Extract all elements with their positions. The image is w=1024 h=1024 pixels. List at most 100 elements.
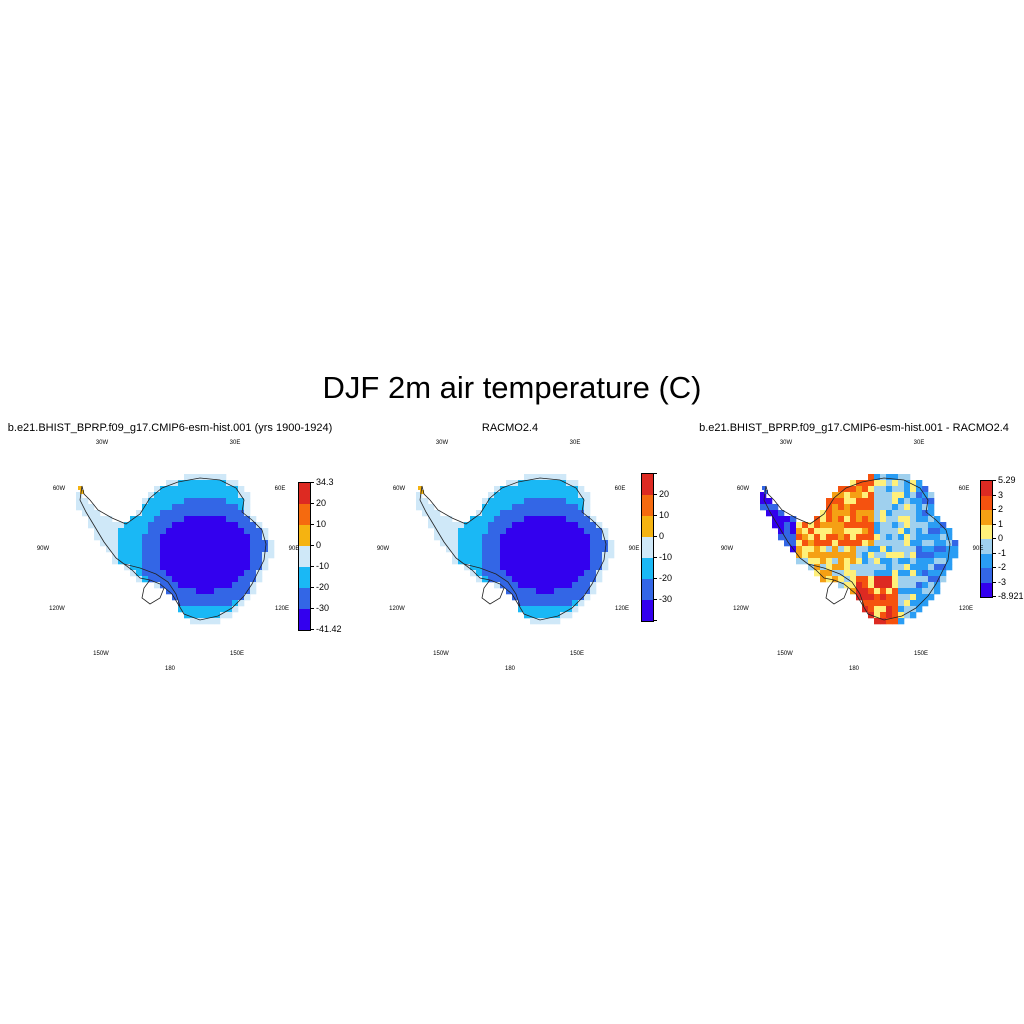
- grid-cell: [578, 528, 585, 535]
- grid-cell: [482, 522, 489, 529]
- grid-cell: [590, 534, 597, 541]
- grid-cell: [488, 570, 495, 577]
- grid-cell: [554, 552, 561, 559]
- grid-cell: [542, 540, 549, 547]
- grid-cell: [602, 540, 609, 547]
- grid-cell: [160, 558, 167, 565]
- grid-cell: [862, 594, 869, 601]
- grid-cell: [208, 570, 215, 577]
- colorbar-label: -20: [316, 582, 330, 592]
- grid-cell: [826, 522, 833, 529]
- grid-cell: [208, 612, 215, 619]
- grid-cell: [578, 522, 585, 529]
- grid-cell: [898, 576, 905, 583]
- grid-cell: [856, 576, 863, 583]
- grid-cell: [112, 522, 119, 529]
- grid-cell: [862, 534, 869, 541]
- grid-cell: [184, 546, 191, 553]
- grid-cell: [772, 522, 779, 529]
- grid-cell: [850, 564, 857, 571]
- grid-cell: [868, 492, 875, 499]
- grid-cell: [922, 582, 929, 589]
- grid-cell: [494, 510, 501, 517]
- grid-cell: [922, 576, 929, 583]
- grid-cell: [232, 534, 239, 541]
- grid-cell: [566, 498, 573, 505]
- grid-cell: [868, 576, 875, 583]
- grid-cell: [802, 528, 809, 535]
- grid-cell: [166, 528, 173, 535]
- grid-cell: [898, 588, 905, 595]
- grid-cell: [148, 504, 155, 511]
- grid-cell: [512, 552, 519, 559]
- grid-cell: [584, 534, 591, 541]
- colorbar-tick: [653, 620, 657, 621]
- grid-cell: [262, 558, 269, 565]
- grid-cell: [904, 492, 911, 499]
- grid-cell: [856, 558, 863, 565]
- colorbar-tick: [653, 494, 657, 495]
- longitude-label: 90W: [376, 546, 390, 552]
- grid-cell: [874, 594, 881, 601]
- ice-shelf-line: [481, 579, 505, 605]
- grid-cell: [136, 576, 143, 583]
- grid-cell: [232, 576, 239, 583]
- grid-cell: [172, 570, 179, 577]
- grid-cell: [244, 492, 251, 499]
- grid-cell: [922, 558, 929, 565]
- grid-cell: [892, 492, 899, 499]
- grid-cell: [916, 594, 923, 601]
- grid-cell: [136, 552, 143, 559]
- grid-cell: [790, 528, 797, 535]
- grid-cell: [886, 546, 893, 553]
- grid-cell: [106, 528, 113, 535]
- grid-cell: [572, 534, 579, 541]
- grid-cell: [118, 558, 125, 565]
- grid-cell: [130, 552, 137, 559]
- grid-cell: [886, 516, 893, 523]
- grid-cell: [536, 618, 543, 625]
- grid-cell: [244, 522, 251, 529]
- grid-cell: [910, 558, 917, 565]
- grid-cell: [554, 576, 561, 583]
- grid-cell: [470, 552, 477, 559]
- grid-cell: [524, 576, 531, 583]
- grid-cell: [946, 564, 953, 571]
- grid-cell: [500, 498, 507, 505]
- grid-cell: [898, 528, 905, 535]
- grid-cell: [196, 600, 203, 607]
- grid-cell: [166, 552, 173, 559]
- grid-cell: [518, 480, 525, 487]
- grid-cell: [256, 522, 263, 529]
- grid-cell: [596, 576, 603, 583]
- grid-cell: [166, 504, 173, 511]
- grid-cell: [940, 570, 947, 577]
- grid-cell: [548, 498, 555, 505]
- grid-cell: [880, 576, 887, 583]
- grid-cell: [590, 552, 597, 559]
- grid-cell: [178, 522, 185, 529]
- grid-cell: [560, 474, 567, 481]
- grid-cell: [838, 576, 845, 583]
- grid-cell: [148, 522, 155, 529]
- grid-cell: [916, 570, 923, 577]
- grid-cell: [232, 588, 239, 595]
- grid-cell: [232, 570, 239, 577]
- grid-cell: [220, 588, 227, 595]
- longitude-label: 60W: [736, 486, 750, 492]
- colorbar-tick: [653, 578, 657, 579]
- grid-cell: [934, 570, 941, 577]
- grid-cell: [910, 540, 917, 547]
- grid-cell: [566, 516, 573, 523]
- grid-cell: [500, 534, 507, 541]
- grid-cell: [208, 576, 215, 583]
- grid-cell: [196, 612, 203, 619]
- grid-cell: [232, 528, 239, 535]
- grid-cell: [844, 558, 851, 565]
- grid-cell: [482, 558, 489, 565]
- grid-cell: [554, 528, 561, 535]
- grid-cell: [434, 516, 441, 523]
- grid-cell: [772, 516, 779, 523]
- colorbar-label: -10: [659, 552, 673, 562]
- grid-cell: [518, 600, 525, 607]
